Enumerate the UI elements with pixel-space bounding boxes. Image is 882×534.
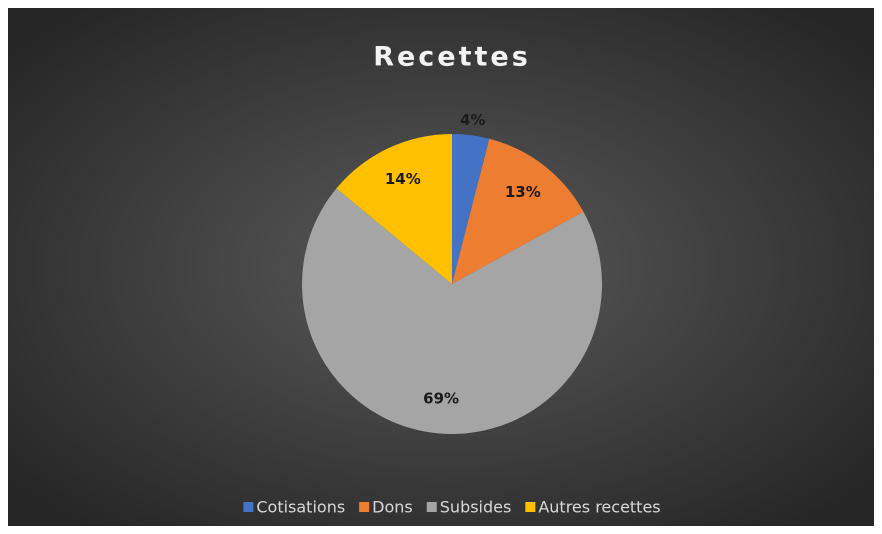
legend-swatch (243, 502, 254, 512)
legend-swatch (426, 502, 437, 512)
legend: Cotisations Dons Subsides Autres recettes (243, 498, 661, 517)
data-label: 13% (505, 183, 541, 201)
chart-title: Recettes (373, 42, 531, 73)
legend-swatch (525, 502, 536, 512)
legend-label: Cotisations (256, 498, 345, 517)
data-label: 4% (460, 111, 485, 129)
data-label: 69% (423, 389, 459, 407)
pie-slice (452, 138, 584, 284)
data-label: 14% (385, 170, 421, 188)
pie-slice (336, 134, 452, 284)
legend-swatch (359, 502, 370, 512)
pie-slice (452, 134, 490, 284)
pie-slice (302, 188, 602, 434)
legend-label: Autres recettes (538, 498, 660, 517)
legend-label: Subsides (440, 498, 512, 517)
legend-label: Dons (372, 498, 413, 517)
